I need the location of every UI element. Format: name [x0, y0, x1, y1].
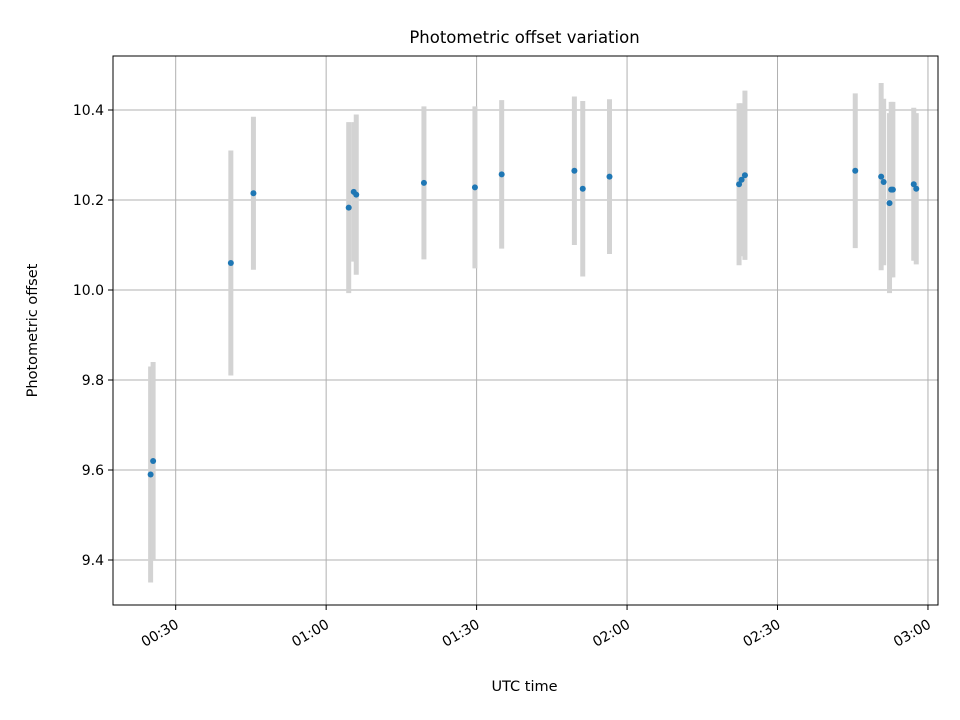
chart-title: Photometric offset variation	[409, 28, 639, 47]
y-tick-label: 9.6	[82, 463, 104, 479]
data-point	[880, 179, 887, 185]
data-point	[471, 184, 478, 191]
data-point	[738, 176, 745, 183]
y-tick-label: 10.4	[73, 103, 104, 119]
data-point	[353, 191, 360, 198]
data-point	[250, 190, 257, 197]
y-tick-label: 10.0	[73, 283, 104, 299]
y-tick-label: 9.4	[82, 553, 104, 569]
data-point	[571, 167, 578, 174]
data-point	[420, 179, 427, 186]
data-point	[498, 171, 505, 178]
data-point	[886, 200, 893, 207]
data-point	[910, 181, 917, 188]
x-axis-label: UTC time	[491, 679, 557, 695]
data-point	[147, 471, 154, 478]
y-tick-label: 10.2	[73, 193, 104, 209]
data-point	[579, 185, 586, 192]
y-axis-label: Photometric offset	[25, 263, 41, 397]
y-tick-label: 9.8	[82, 373, 104, 389]
data-points	[147, 167, 920, 478]
plot-area-frame	[112, 55, 939, 606]
data-point	[889, 186, 896, 193]
y-axis-ticks: 9.4 9.6 9.8 10.0 10.2 10.4	[73, 103, 113, 569]
data-point	[878, 173, 885, 180]
data-point	[913, 185, 920, 192]
data-point	[606, 173, 613, 180]
data-point	[852, 167, 859, 174]
data-point	[150, 458, 157, 464]
data-point	[345, 204, 352, 211]
data-point	[736, 181, 743, 188]
data-point	[741, 172, 748, 179]
data-point	[227, 260, 234, 266]
